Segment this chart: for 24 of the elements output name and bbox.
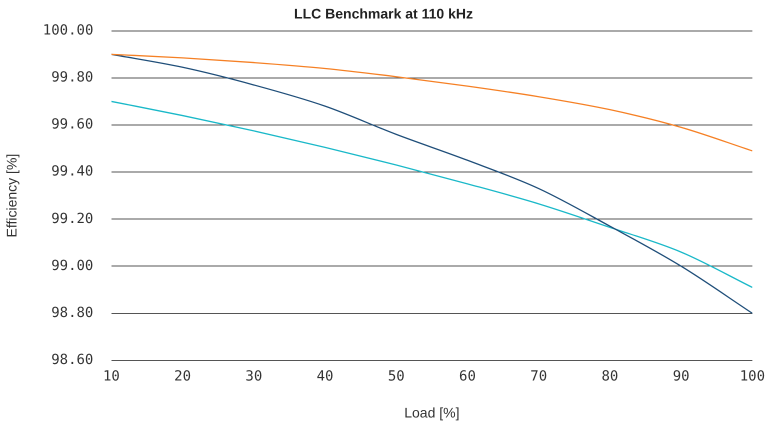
x-tick-label: 100 [740,368,766,384]
x-tick-label: 20 [174,368,192,384]
y-tick-label: 99.20 [51,210,94,227]
x-tick-label: 40 [316,368,334,384]
x-tick-label: 50 [388,368,405,384]
y-axis-title: Efficiency [%] [3,154,20,238]
x-tick-label: 80 [601,368,618,384]
x-tick-label: 60 [459,368,476,384]
line-series [111,54,752,314]
y-tick-label: 99.80 [51,70,94,86]
y-tick-label: 99.60 [51,116,94,133]
x-axis-title: Load [%] [404,404,460,420]
y-tick-label: 98.60 [51,352,94,368]
x-tick-label: 10 [102,368,120,384]
y-tick-label: 99.00 [51,258,94,274]
x-tick-label: 90 [672,368,690,384]
line-series [111,100,752,288]
chart-title: LLC Benchmark at 110 kHz [294,5,473,22]
y-tick-label: 98.80 [51,304,94,321]
x-tick-label: 70 [530,368,548,384]
y-tick-label: 100.00 [42,22,94,38]
x-tick-label: 30 [245,368,262,384]
line-series [111,54,752,152]
y-tick-label: 99.40 [51,164,94,180]
